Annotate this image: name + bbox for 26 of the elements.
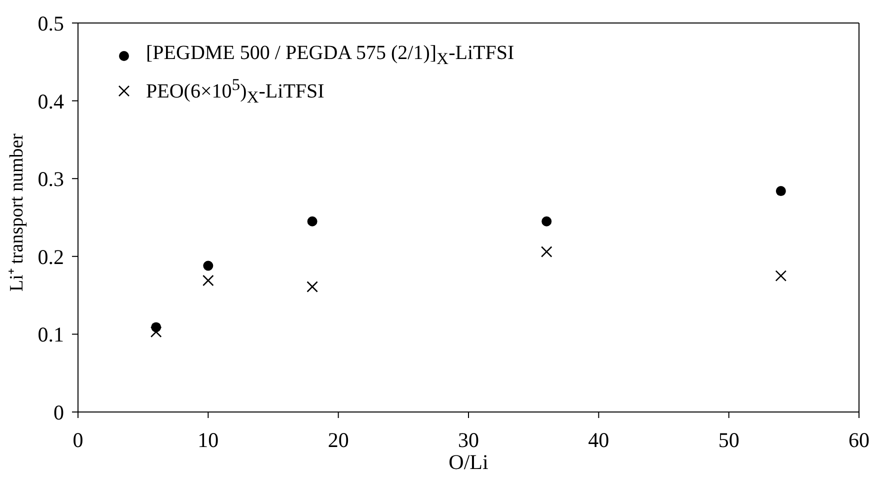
x-tick-label: 20 bbox=[328, 428, 349, 452]
point bbox=[306, 281, 318, 292]
y-tick-label: 0 bbox=[54, 400, 64, 424]
x-tick-label: 0 bbox=[72, 428, 84, 452]
y-tick-label: 0.1 bbox=[38, 322, 64, 347]
legend-label: [PEGDME 500 / PEGDA 575 (2/1)]$_{X}$-LiTFSI bbox=[146, 41, 514, 70]
point bbox=[150, 326, 162, 338]
y-axis-title: Li⁺ transport number bbox=[6, 132, 28, 292]
point bbox=[203, 260, 214, 271]
x-tick-label: 10 bbox=[198, 428, 219, 452]
x-axis-title: O/Li bbox=[448, 450, 488, 474]
y-tick-label: 0.5 bbox=[38, 11, 64, 36]
point bbox=[307, 216, 318, 226]
point bbox=[776, 186, 786, 196]
y-tick-label: 0.4 bbox=[38, 89, 64, 114]
point bbox=[202, 274, 214, 286]
point bbox=[540, 246, 552, 258]
point bbox=[542, 216, 552, 226]
x-tick-label: 40 bbox=[588, 428, 610, 452]
x-tick-label: 50 bbox=[718, 428, 740, 452]
y-tick-label: 0.3 bbox=[38, 167, 64, 192]
x-tick-label: 30 bbox=[458, 428, 479, 452]
legend-label: PEO(6×10$^{5}$)$_{X}$-LiTFSI bbox=[146, 74, 324, 109]
y-tick-label: 0.2 bbox=[38, 244, 64, 269]
point bbox=[775, 270, 787, 282]
x-tick-label: 60 bbox=[848, 428, 870, 452]
